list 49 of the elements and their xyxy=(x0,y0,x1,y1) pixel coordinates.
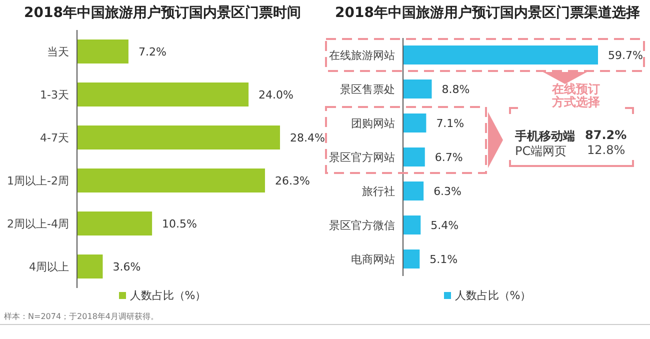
data-label: 24.0% xyxy=(258,88,294,102)
bar xyxy=(403,45,598,64)
y-tick-label: 2周以上-4周 xyxy=(7,217,69,230)
data-label: 26.3% xyxy=(274,174,310,188)
data-label: 6.3% xyxy=(434,184,462,198)
bar xyxy=(403,113,426,132)
bar xyxy=(77,168,265,192)
data-label: 28.4% xyxy=(290,131,325,144)
y-tick-label: 在线旅游网站 xyxy=(329,48,395,62)
legend-label: 人数占比（%） xyxy=(128,289,206,302)
bar xyxy=(403,147,425,166)
legend-label: 人数占比（%） xyxy=(454,289,532,302)
y-tick-label: 团购网站 xyxy=(351,116,395,130)
bar xyxy=(403,181,424,200)
y-tick-label: 景区官方网站 xyxy=(329,150,395,164)
y-tick-label: 景区官方微信 xyxy=(329,218,395,232)
y-tick-label: 4-7天 xyxy=(40,131,69,144)
data-label: 7.2% xyxy=(138,45,166,58)
annotation: 87.2% xyxy=(585,128,627,142)
bar xyxy=(77,39,128,64)
annotation: 12.8% xyxy=(587,143,626,157)
y-tick-label: 旅行社 xyxy=(362,184,395,198)
data-label: 59.7% xyxy=(608,48,643,62)
y-tick-label: 景区售票处 xyxy=(340,82,395,96)
data-label: 8.8% xyxy=(442,82,470,96)
annotation: PC端网页 xyxy=(515,143,567,160)
data-label: 7.1% xyxy=(436,116,464,130)
data-label: 5.1% xyxy=(430,252,458,266)
y-tick-label: 电商网站 xyxy=(351,252,395,266)
text: 样本：N=2074；于2018年4月调研获得。 xyxy=(4,311,158,322)
bar xyxy=(403,215,421,234)
data-label: 3.6% xyxy=(112,260,141,274)
bar xyxy=(403,79,432,98)
chart-title: 2018年中国旅游用户预订国内景区门票时间 xyxy=(23,4,302,22)
data-label: 5.4% xyxy=(430,218,459,232)
data-label: 6.7% xyxy=(434,150,463,164)
bar xyxy=(77,82,249,106)
annotation: 在线预订方式选择 xyxy=(550,82,601,109)
annotation: 手机移动端 xyxy=(515,128,575,145)
y-tick-label: 当天 xyxy=(47,45,69,58)
data-label: 10.5% xyxy=(162,217,198,230)
bar xyxy=(77,254,103,278)
y-tick-label: 1-3天 xyxy=(40,88,69,102)
bar xyxy=(77,211,152,236)
bar xyxy=(77,125,280,150)
y-tick-label: 4周以上 xyxy=(29,260,69,274)
y-tick-label: 1周以上-2周 xyxy=(7,174,69,188)
chart-title: 2018年中国旅游用户预订国内景区门票渠道选择 xyxy=(334,4,641,22)
bar xyxy=(403,249,420,268)
